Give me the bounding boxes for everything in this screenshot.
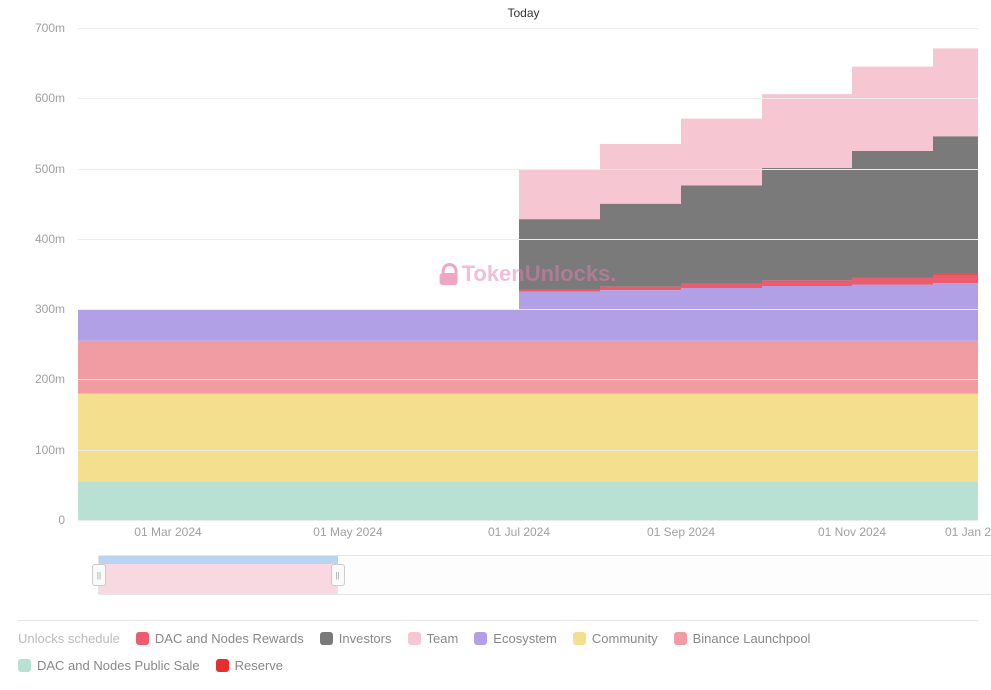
series-binance_launchpool[interactable] [78, 341, 978, 394]
legend-swatch [674, 632, 687, 645]
time-brush[interactable]: || || [98, 555, 991, 595]
x-tick-label: 01 May 2024 [313, 525, 382, 539]
y-tick-label: 0 [58, 513, 65, 527]
legend-label: Binance Launchpool [693, 631, 811, 646]
today-label: Today [507, 6, 539, 20]
legend-title: Unlocks schedule [18, 631, 120, 646]
gridline [78, 450, 978, 451]
gridline [78, 28, 978, 29]
brush-selection[interactable] [99, 556, 338, 594]
legend-item-dac_public_sale[interactable]: DAC and Nodes Public Sale [18, 658, 200, 673]
legend-item-team[interactable]: Team [408, 631, 459, 646]
gridline [78, 169, 978, 170]
y-axis: 0100m200m300m400m500m600m700m [18, 28, 73, 520]
legend-label: Team [427, 631, 459, 646]
y-tick-label: 600m [35, 91, 65, 105]
gridline [78, 98, 978, 99]
legend-item-binance_launchpool[interactable]: Binance Launchpool [674, 631, 811, 646]
y-tick-label: 100m [35, 443, 65, 457]
legend-swatch [573, 632, 586, 645]
brush-mini-top [99, 556, 338, 564]
gridline [78, 520, 978, 521]
x-tick-label: 01 Mar 2024 [134, 525, 201, 539]
gridline [78, 309, 978, 310]
legend-swatch [474, 632, 487, 645]
x-axis: 01 Mar 2024 01 May 2024 01 Jul 2024 01 Sep … [78, 525, 978, 545]
brush-handle-right[interactable]: || [331, 564, 345, 586]
legend-item-investors[interactable]: Investors [320, 631, 392, 646]
legend: Unlocks schedule DAC and Nodes Rewards In… [18, 620, 978, 673]
legend-swatch [216, 659, 229, 672]
legend-item-ecosystem[interactable]: Ecosystem [474, 631, 557, 646]
legend-label: DAC and Nodes Rewards [155, 631, 304, 646]
legend-swatch [18, 659, 31, 672]
series-community[interactable] [78, 393, 978, 481]
legend-label: Community [592, 631, 658, 646]
stacked-area [78, 28, 978, 520]
legend-label: Ecosystem [493, 631, 557, 646]
legend-label: Reserve [235, 658, 283, 673]
legend-item-community[interactable]: Community [573, 631, 658, 646]
x-tick-label: 01 Jan 2025 [945, 525, 991, 539]
legend-swatch [320, 632, 333, 645]
plot-area[interactable]: TokenUnlocks. [78, 28, 978, 520]
y-tick-label: 700m [35, 21, 65, 35]
legend-item-dac_rewards[interactable]: DAC and Nodes Rewards [136, 631, 304, 646]
y-tick-label: 500m [35, 162, 65, 176]
brush-mini-body [99, 564, 338, 594]
gridline [78, 379, 978, 380]
legend-label: DAC and Nodes Public Sale [37, 658, 200, 673]
legend-item-reserve[interactable]: Reserve [216, 658, 283, 673]
gridline [78, 239, 978, 240]
legend-swatch [408, 632, 421, 645]
unlock-chart: Today Chart in UTC + 00:00 Time 0100m200… [18, 0, 978, 620]
series-dac_public_sale[interactable] [78, 481, 978, 520]
x-tick-label: 01 Nov 2024 [818, 525, 886, 539]
x-tick-label: 01 Sep 2024 [647, 525, 715, 539]
legend-label: Investors [339, 631, 392, 646]
y-tick-label: 200m [35, 372, 65, 386]
y-tick-label: 300m [35, 302, 65, 316]
legend-swatch [136, 632, 149, 645]
brush-handle-left[interactable]: || [92, 564, 106, 586]
y-tick-label: 400m [35, 232, 65, 246]
x-tick-label: 01 Jul 2024 [488, 525, 550, 539]
